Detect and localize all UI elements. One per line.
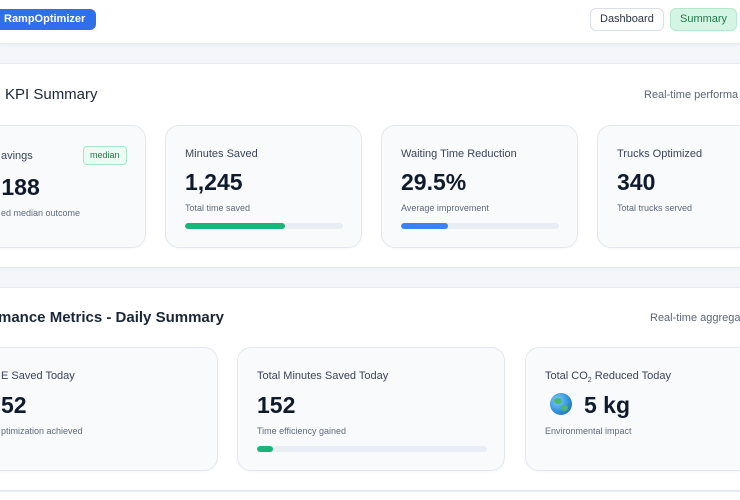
card-subtitle: Total trucks served bbox=[617, 203, 693, 213]
card-subtitle: Time efficiency gained bbox=[257, 426, 347, 436]
card-value: 152 bbox=[257, 392, 296, 418]
progress-fill bbox=[257, 446, 274, 452]
kpi-card-savings: avings median ,188 ed median outcome bbox=[0, 125, 146, 248]
card-title: Minutes Saved bbox=[185, 148, 258, 160]
card-value: 5 kg bbox=[584, 392, 631, 418]
card-subtitle: ed median outcome bbox=[1, 208, 81, 218]
kpi-section-meta: Real-time performa bbox=[644, 89, 739, 101]
card-subtitle: ptimization achieved bbox=[1, 426, 83, 436]
progress-track bbox=[185, 223, 343, 229]
card-value: 52 bbox=[1, 392, 27, 418]
card-subtitle: Environmental impact bbox=[545, 426, 632, 436]
kpi-card-waiting-time: Waiting Time Reduction 29.5% Average imp… bbox=[381, 125, 578, 248]
card-title: Total Minutes Saved Today bbox=[257, 370, 389, 382]
card-title: E Saved Today bbox=[1, 370, 75, 382]
perf-card-minutes-today: Total Minutes Saved Today 152 Time effic… bbox=[237, 347, 505, 471]
median-badge: median bbox=[83, 146, 127, 165]
card-subtitle: Average improvement bbox=[401, 203, 489, 213]
card-value: 340 bbox=[617, 169, 656, 195]
perf-section-title: mance Metrics - Daily Summary bbox=[0, 309, 224, 326]
perf-section-meta: Real-time aggrega bbox=[650, 312, 740, 324]
card-title: Total CO2 Reduced Today bbox=[545, 370, 671, 384]
card-title: Trucks Optimized bbox=[617, 148, 703, 160]
perf-card-saved-today: E Saved Today 52 ptimization achieved bbox=[0, 347, 218, 471]
nav-dashboard-button[interactable]: Dashboard bbox=[590, 8, 664, 31]
progress-fill bbox=[401, 223, 448, 229]
card-title-suffix: Reduced Today bbox=[591, 370, 672, 382]
progress-track bbox=[257, 446, 487, 452]
card-subtitle: Total time saved bbox=[185, 203, 251, 213]
progress-track bbox=[401, 223, 559, 229]
kpi-card-trucks: Trucks Optimized 340 Total trucks served bbox=[597, 125, 740, 248]
kpi-card-minutes-saved: Minutes Saved 1,245 Total time saved bbox=[165, 125, 362, 248]
nav-summary-button[interactable]: Summary bbox=[670, 8, 738, 31]
next-panel bbox=[0, 491, 740, 500]
card-value: 29.5% bbox=[401, 169, 467, 195]
card-title: Waiting Time Reduction bbox=[401, 148, 517, 160]
card-title: avings bbox=[1, 150, 33, 162]
globe-icon bbox=[550, 393, 572, 415]
card-title-prefix: Total CO bbox=[545, 370, 588, 382]
progress-fill bbox=[185, 223, 285, 229]
kpi-section-title: KPI Summary bbox=[5, 86, 98, 103]
brand-logo[interactable]: RampOptimizer bbox=[0, 9, 97, 30]
card-value: ,188 bbox=[0, 174, 40, 200]
card-title-subscript: 2 bbox=[587, 377, 592, 385]
card-value: 1,245 bbox=[185, 169, 243, 195]
top-bar: RampOptimizer Dashboard Summary bbox=[0, 0, 740, 44]
perf-card-co2-today: Total CO2 Reduced Today 5 kg Environment… bbox=[525, 347, 740, 471]
